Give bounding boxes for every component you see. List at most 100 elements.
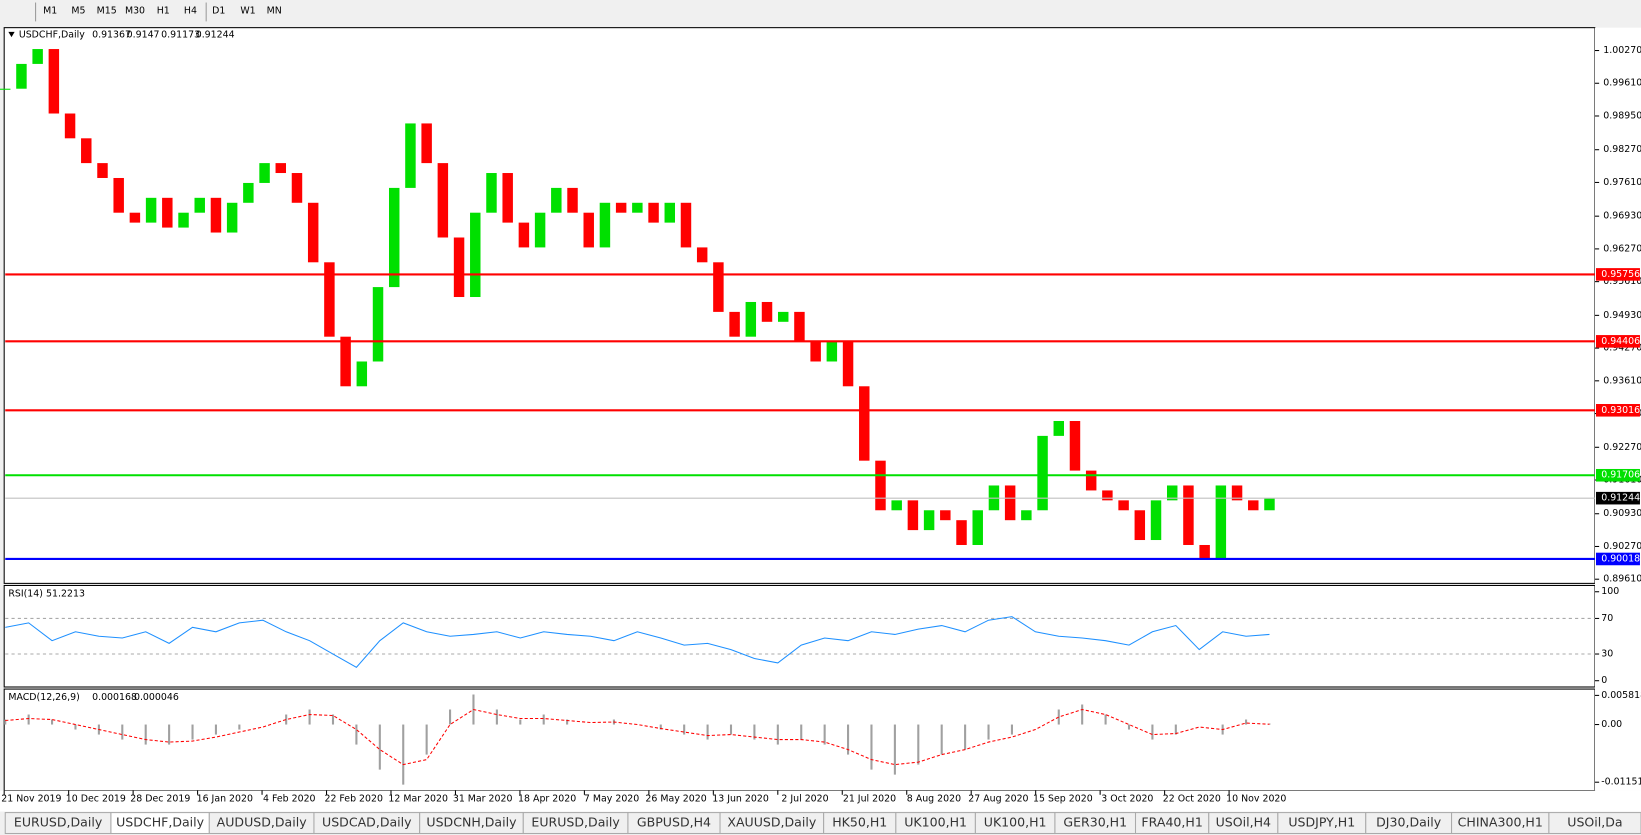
tab-label[interactable]: CHINA300,H1 [1458, 815, 1543, 830]
x-tick-label: 27 Aug 2020 [968, 793, 1028, 804]
tab-label[interactable]: DJ30,Daily [1376, 815, 1442, 830]
x-tick-label: 13 Jun 2020 [712, 793, 769, 804]
candle [32, 49, 43, 64]
tab[interactable]: FRA40,H1 [1134, 812, 1210, 835]
candle [1264, 498, 1275, 511]
y-tick-label: 0.00 [1601, 719, 1622, 730]
tab-label[interactable]: EURUSD,Daily [531, 815, 620, 830]
y-tick-label: -0.011514 [1601, 777, 1641, 788]
tab-label[interactable]: HK50,H1 [832, 815, 887, 830]
candle [907, 500, 919, 531]
candle [48, 49, 60, 114]
tab-label[interactable]: GBPUSD,H4 [637, 815, 711, 830]
candle [956, 520, 967, 545]
y-tick-label: 0.005818 [1601, 690, 1641, 701]
tab-label[interactable]: USDJPY,H1 [1288, 815, 1355, 830]
candle [940, 510, 951, 521]
candle [194, 197, 205, 213]
candle [713, 262, 724, 312]
tab-label[interactable]: USDCNH,Daily [426, 815, 517, 830]
level-label: 0.94406 [1601, 336, 1640, 347]
x-tick-label: 7 May 2020 [584, 793, 639, 804]
candle [551, 187, 562, 213]
candle [437, 163, 449, 238]
candle [1037, 435, 1048, 511]
candle [891, 500, 902, 511]
tab-label[interactable]: USOil,H4 [1216, 815, 1271, 830]
candle [1134, 510, 1146, 541]
tab-label[interactable]: USDCHF,Daily [116, 815, 205, 830]
timeframe-button[interactable]: M5 [71, 5, 85, 16]
candle [567, 187, 578, 213]
timeframe-button[interactable]: D1 [212, 5, 225, 16]
tab-label[interactable]: UK100,H1 [984, 815, 1047, 830]
tab[interactable]: DJ30,Daily [1365, 812, 1453, 835]
level-label-bg [1595, 468, 1640, 482]
timeframe-button[interactable]: H1 [157, 5, 170, 16]
y-tick-label: 1.00270 [1603, 45, 1641, 56]
panel-title: RSI(14) [8, 588, 43, 599]
tab[interactable]: AUDUSD,Daily [208, 812, 315, 835]
candle [1150, 500, 1162, 541]
timeframe-button[interactable]: M30 [125, 5, 145, 16]
candle [1166, 485, 1178, 501]
rsi-value: 51.2213 [46, 588, 85, 599]
tab[interactable]: USDCNH,Daily [419, 812, 524, 835]
timeframe-button[interactable]: M1 [43, 5, 57, 16]
current-price-bg [1595, 491, 1640, 505]
tab[interactable]: CHINA300,H1 [1451, 812, 1550, 835]
level-label: 0.91706 [1601, 470, 1640, 481]
candle [1069, 421, 1081, 471]
timeframe-button[interactable]: MN [267, 5, 282, 16]
tab[interactable]: USDCHF,Daily [110, 812, 210, 835]
candle [648, 202, 659, 223]
tab[interactable]: HK50,H1 [823, 812, 897, 835]
timeframe-button[interactable]: H4 [184, 5, 197, 16]
timeframe-button[interactable]: M15 [97, 5, 117, 16]
candle [923, 510, 935, 531]
tab-label[interactable]: FRA40,H1 [1141, 815, 1202, 830]
tab[interactable]: UK100,H1 [974, 812, 1056, 835]
tab-label[interactable]: AUDUSD,Daily [217, 815, 308, 830]
candle [745, 301, 757, 337]
tab[interactable]: GER30,H1 [1054, 812, 1137, 835]
candle [1004, 485, 1016, 521]
candle [0, 88, 11, 90]
tab[interactable]: USDJPY,H1 [1277, 812, 1367, 835]
rsi-line [5, 616, 1270, 669]
tab-label[interactable]: EURUSD,Daily [14, 815, 103, 830]
ohlc-value: 0.9147 [127, 29, 160, 40]
tab[interactable]: USOil,Da [1548, 812, 1641, 835]
y-tick-label: 0.94270 [1603, 343, 1641, 354]
y-tick-label: 0.92270 [1603, 442, 1641, 453]
y-tick-label: 0.90930 [1603, 508, 1641, 519]
tab[interactable]: USOil,H4 [1208, 812, 1279, 835]
tab[interactable]: EURUSD,Daily [522, 812, 629, 835]
tab[interactable]: EURUSD,Daily [4, 812, 112, 835]
chart-title: USDCHF,Daily [19, 29, 85, 40]
tab[interactable]: UK100,H1 [895, 812, 976, 835]
level-label: 0.90018 [1601, 553, 1640, 564]
timeframe-button[interactable]: W1 [240, 5, 255, 16]
tab[interactable]: GBPUSD,H4 [627, 812, 721, 835]
candle [178, 212, 189, 228]
y-tick-label: 70 [1601, 613, 1613, 624]
tab-label[interactable]: USDCAD,Daily [322, 815, 412, 830]
tab-label[interactable]: UK100,H1 [904, 815, 967, 830]
tab[interactable]: XAUUSD,Daily [719, 812, 825, 835]
candle [226, 202, 238, 233]
tab-label[interactable]: GER30,H1 [1063, 815, 1127, 830]
candle [291, 173, 303, 203]
tab-label[interactable]: USOil,Da [1567, 815, 1622, 830]
candle [1053, 421, 1064, 436]
candle [826, 341, 838, 362]
candle [64, 113, 76, 139]
tab-bg [1548, 812, 1641, 835]
candle [729, 311, 740, 337]
candle [534, 212, 546, 248]
tab[interactable]: USDCAD,Daily [313, 812, 421, 835]
tab-label[interactable]: XAUUSD,Daily [727, 815, 816, 830]
x-tick-label: 15 Sep 2020 [1033, 793, 1093, 804]
candle [696, 247, 708, 263]
x-tick-label: 26 May 2020 [645, 793, 706, 804]
